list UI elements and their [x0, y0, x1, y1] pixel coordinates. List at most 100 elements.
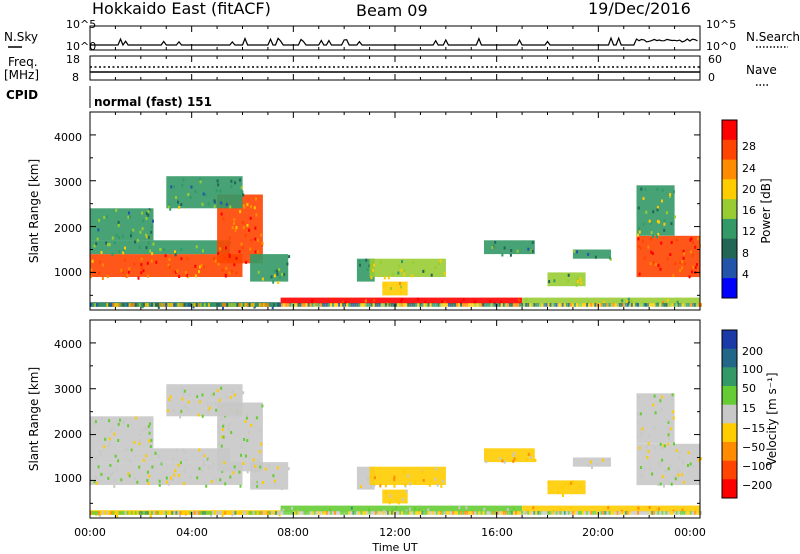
- echo-cell: [527, 452, 530, 456]
- ground-scatter-cell: [608, 303, 611, 307]
- ground-scatter-cell: [132, 511, 135, 515]
- echo-cell: [370, 485, 372, 489]
- echo-cell: [155, 260, 158, 264]
- ground-scatter-cell: [90, 303, 92, 307]
- echo-cell: [643, 467, 646, 471]
- echo-cell: [222, 217, 225, 221]
- echo-cell: [178, 411, 181, 415]
- echo-cell: [128, 267, 131, 271]
- ground-scatter-cell: [681, 303, 684, 307]
- echo-cell: [239, 210, 242, 214]
- ground-scatter-cell: [157, 511, 160, 515]
- echo-cell: [667, 442, 670, 446]
- freq-left-tick-bottom: 8: [72, 71, 79, 84]
- echo-cell: [208, 406, 211, 410]
- echo-cell: [401, 297, 404, 301]
- ground-scatter-cell: [220, 511, 223, 515]
- echo-cell: [98, 218, 101, 222]
- echo-cell: [137, 276, 140, 280]
- echo-cell: [227, 427, 230, 431]
- echo-cell: [678, 451, 681, 454]
- echo-cell: [255, 482, 258, 486]
- ground-scatter-cell: [106, 303, 109, 307]
- ground-scatter-cell: [258, 511, 261, 515]
- power-cb-8: 8: [742, 247, 749, 260]
- echo-region: [547, 480, 586, 495]
- echo-cell: [233, 465, 236, 469]
- ground-scatter-cell: [687, 511, 690, 515]
- echo-cell: [608, 256, 611, 260]
- echo-cell: [654, 263, 657, 266]
- ground-scatter-cell: [146, 303, 149, 307]
- echo-cell: [196, 395, 199, 398]
- echo-cell: [149, 445, 152, 448]
- beam-label: Beam 09: [356, 1, 428, 20]
- ground-scatter-cell: [559, 303, 562, 307]
- echo-cell: [422, 269, 425, 273]
- ground-scatter-cell: [488, 511, 491, 515]
- echo-cell: [249, 247, 252, 251]
- ground-scatter-cell: [212, 511, 214, 515]
- echo-cell: [218, 425, 220, 429]
- ground-scatter-cell: [317, 511, 320, 515]
- echo-cell: [272, 474, 275, 478]
- ground-scatter-cell: [264, 511, 267, 515]
- echo-cell: [662, 301, 665, 304]
- echo-cell: [399, 282, 401, 285]
- ground-scatter-cell: [576, 303, 578, 307]
- echo-cell: [255, 197, 257, 201]
- echo-cell: [235, 271, 238, 275]
- ground-scatter-cell: [195, 511, 198, 515]
- echo-cell: [251, 468, 254, 472]
- echo-cell: [183, 404, 186, 408]
- ground-scatter-cell: [98, 511, 101, 515]
- echo-cell: [401, 498, 404, 501]
- ground-scatter-cell: [374, 303, 377, 307]
- echo-cell: [106, 275, 109, 279]
- ground-scatter-cell: [578, 303, 580, 307]
- ground-scatter-cell: [177, 303, 180, 307]
- echo-cell: [179, 513, 182, 517]
- echo-cell: [115, 233, 118, 237]
- echo-cell: [689, 238, 692, 242]
- echo-cell: [679, 269, 682, 273]
- colorbar-swatch: [722, 367, 737, 387]
- ground-scatter-cell: [543, 303, 546, 307]
- ground-scatter-cell: [323, 511, 326, 515]
- echo-cell: [601, 458, 604, 462]
- ground-scatter-cell: [630, 303, 633, 307]
- ground-scatter-cell: [299, 303, 302, 307]
- ground-scatter-cell: [130, 303, 133, 307]
- echo-region: [166, 176, 243, 209]
- echo-cell: [403, 269, 406, 273]
- ground-scatter-cell: [134, 511, 137, 515]
- ground-scatter-cell: [124, 511, 127, 515]
- ground-scatter-cell: [92, 303, 94, 307]
- vel-ytick-2000: 2000: [54, 428, 82, 441]
- ground-scatter-cell: [691, 303, 694, 307]
- vel-cb-m200: −200: [742, 479, 772, 492]
- ground-scatter-cell: [661, 511, 664, 515]
- ground-scatter-cell: [305, 303, 308, 307]
- ground-scatter-cell: [297, 511, 300, 515]
- ground-scatter-cell: [523, 303, 526, 307]
- echo-cell: [485, 460, 488, 464]
- echo-cell: [130, 231, 133, 235]
- xtick-0000: 00:00: [74, 526, 106, 539]
- echo-cell: [108, 444, 111, 448]
- ground-scatter-cell: [517, 303, 519, 307]
- echo-cell: [441, 300, 443, 304]
- ground-scatter-cell: [210, 303, 212, 307]
- echo-cell: [169, 395, 172, 399]
- echo-cell: [172, 408, 175, 412]
- vel-ytick-1000: 1000: [54, 472, 82, 485]
- ground-scatter-cell: [317, 303, 320, 307]
- echo-cell: [145, 454, 148, 458]
- ground-scatter-cell: [539, 511, 542, 515]
- echo-cell: [166, 480, 168, 484]
- ground-scatter-cell: [429, 303, 432, 307]
- power-cb-16: 16: [742, 204, 756, 217]
- power-ytick-2000: 2000: [54, 222, 82, 235]
- echo-cell: [245, 260, 248, 264]
- ground-scatter-cell: [441, 511, 444, 515]
